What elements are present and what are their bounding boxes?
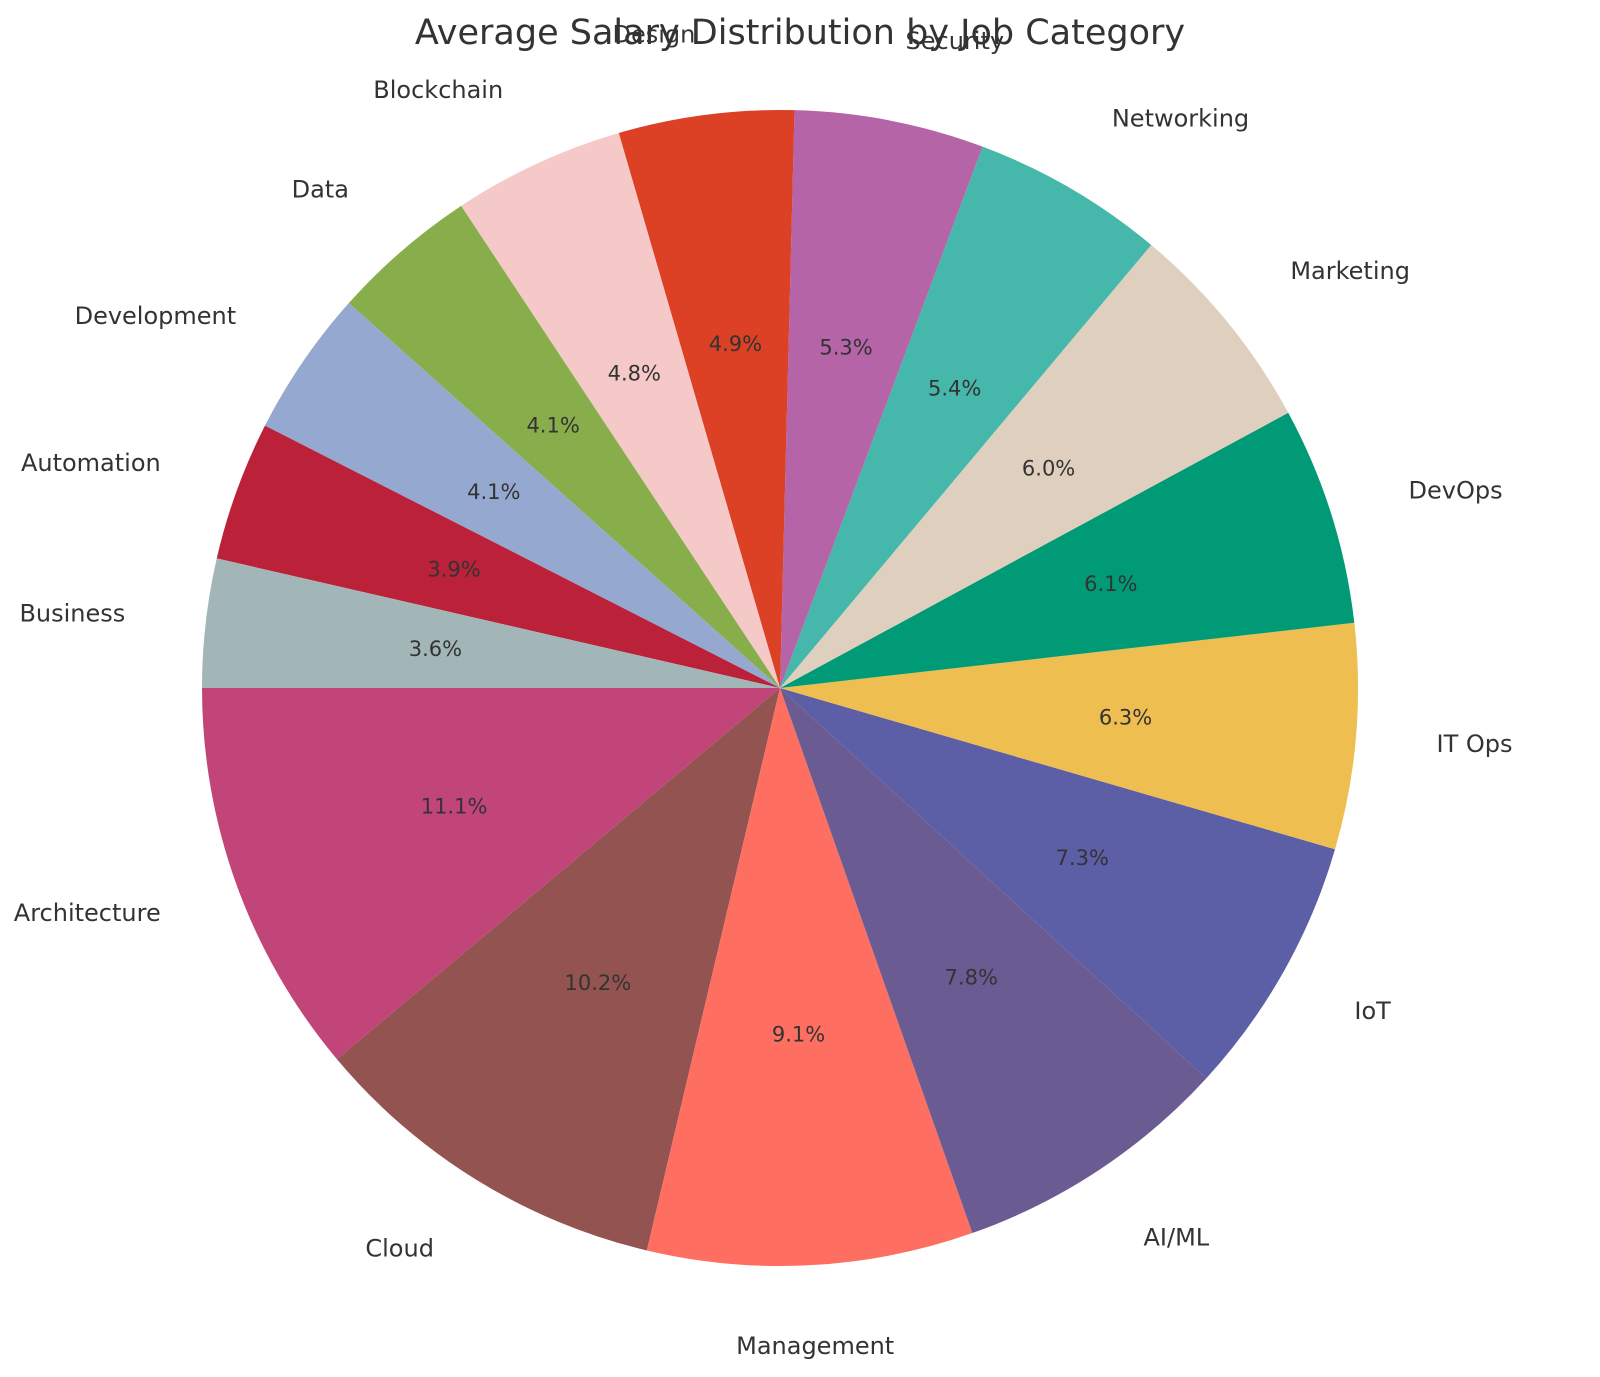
pie-slice-business	[202, 558, 780, 688]
pie-slice-cloud	[336, 688, 780, 1251]
pie-slice-architecture	[202, 688, 780, 1060]
pct-label-devops: 6.1%	[1084, 572, 1137, 596]
pie-slice-management	[646, 688, 973, 1266]
pie-slice-development	[264, 303, 780, 688]
pie-slice-ai-ml	[780, 688, 1207, 1234]
pct-label-management: 9.1%	[772, 1022, 825, 1046]
pct-label-ai-ml: 7.8%	[945, 965, 998, 989]
pct-label-architecture: 11.1%	[421, 794, 488, 818]
category-labels: Architecture Cloud Management AI/ML IoT IT Op…	[14, 21, 1513, 1360]
category-label-blockchain: Blockchain	[373, 76, 503, 104]
pie-slice-blockchain	[461, 132, 780, 688]
pct-label-business: 3.6%	[409, 637, 462, 661]
category-label-data: Data	[292, 176, 349, 204]
category-label-management: Management	[736, 1332, 894, 1360]
pct-label-marketing: 6.0%	[1022, 457, 1075, 481]
category-label-design: Design	[612, 21, 695, 49]
pie-slice-iot	[780, 688, 1336, 1079]
pie-slice-security	[780, 110, 983, 688]
pie-slice-networking	[780, 146, 1152, 688]
category-label-business: Business	[19, 600, 125, 628]
category-label-networking: Networking	[1112, 105, 1249, 133]
pie-slices	[202, 110, 1358, 1266]
pie-slice-it-ops	[780, 622, 1358, 850]
category-label-marketing: Marketing	[1290, 257, 1410, 285]
pct-label-design: 4.9%	[709, 332, 762, 356]
category-label-iot: IoT	[1354, 997, 1391, 1025]
pct-label-blockchain: 4.8%	[608, 361, 661, 385]
category-label-ai-ml: AI/ML	[1143, 1224, 1209, 1252]
category-label-security: Security	[906, 27, 1005, 55]
category-label-automation: Automation	[21, 449, 161, 477]
pct-label-automation: 3.9%	[427, 558, 480, 582]
pie-slice-devops	[780, 412, 1355, 688]
pct-label-data: 4.1%	[526, 414, 579, 438]
category-label-architecture: Architecture	[14, 899, 161, 927]
category-label-cloud: Cloud	[365, 1235, 434, 1263]
category-label-development: Development	[75, 302, 237, 330]
chart-title: Average Salary Distribution by Job Categ…	[415, 13, 1185, 53]
category-label-devops: DevOps	[1409, 476, 1503, 504]
category-label-it-ops: IT Ops	[1437, 730, 1513, 758]
pct-label-iot: 7.3%	[1056, 846, 1109, 870]
pie-slice-data	[348, 205, 780, 689]
pie-slice-design	[618, 110, 795, 688]
pct-label-security: 5.3%	[819, 336, 872, 360]
pct-label-networking: 5.4%	[928, 376, 981, 400]
pct-label-cloud: 10.2%	[565, 971, 632, 995]
pct-label-it-ops: 6.3%	[1099, 705, 1152, 729]
pie-slice-automation	[216, 425, 781, 688]
percent-labels: 11.1% 10.2% 9.1% 7.8% 7.3% 6.3% 6.1% 6.0% 5.4% 5.…	[409, 332, 1152, 1046]
pie-slice-marketing	[780, 244, 1289, 688]
pct-label-development: 4.1%	[467, 480, 520, 504]
